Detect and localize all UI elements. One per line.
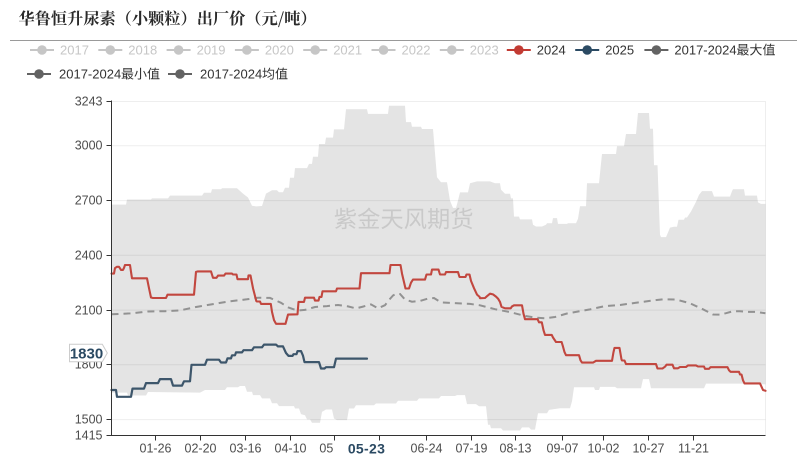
- svg-text:05: 05: [319, 442, 333, 456]
- svg-text:2017-2024: 2017-2024: [200, 67, 262, 82]
- svg-text:10-02: 10-02: [588, 442, 620, 456]
- svg-text:05-23: 05-23: [348, 441, 385, 457]
- svg-text:2700: 2700: [75, 194, 103, 208]
- svg-text:1830: 1830: [70, 345, 103, 362]
- svg-text:1415: 1415: [75, 429, 103, 443]
- svg-text:10-27: 10-27: [633, 442, 665, 456]
- svg-text:08-13: 08-13: [500, 442, 532, 456]
- svg-text:11-21: 11-21: [678, 442, 709, 456]
- svg-text:2023: 2023: [470, 43, 499, 58]
- svg-text:07-19: 07-19: [456, 442, 488, 456]
- svg-text:04-10: 04-10: [275, 442, 307, 456]
- svg-text:2021: 2021: [333, 43, 362, 58]
- svg-text:3243: 3243: [75, 95, 103, 109]
- svg-text:06-24: 06-24: [411, 442, 443, 456]
- svg-text:2022: 2022: [402, 43, 431, 58]
- svg-text:01-26: 01-26: [140, 442, 172, 456]
- svg-text:2019: 2019: [197, 43, 226, 58]
- svg-text:2400: 2400: [75, 249, 103, 263]
- svg-text:2025: 2025: [605, 43, 634, 58]
- svg-text:2100: 2100: [75, 304, 103, 318]
- svg-text:2020: 2020: [265, 43, 294, 58]
- svg-text:09-07: 09-07: [547, 442, 579, 456]
- svg-text:03-16: 03-16: [230, 442, 262, 456]
- svg-text:02-20: 02-20: [185, 442, 217, 456]
- svg-text:2017-2024: 2017-2024: [59, 67, 121, 82]
- svg-text:2018: 2018: [128, 43, 157, 58]
- svg-text:1500: 1500: [75, 413, 103, 427]
- svg-text:2017: 2017: [60, 43, 89, 58]
- svg-text:3000: 3000: [75, 139, 103, 153]
- svg-text:2024: 2024: [537, 43, 566, 58]
- svg-text:2017-2024: 2017-2024: [674, 43, 736, 58]
